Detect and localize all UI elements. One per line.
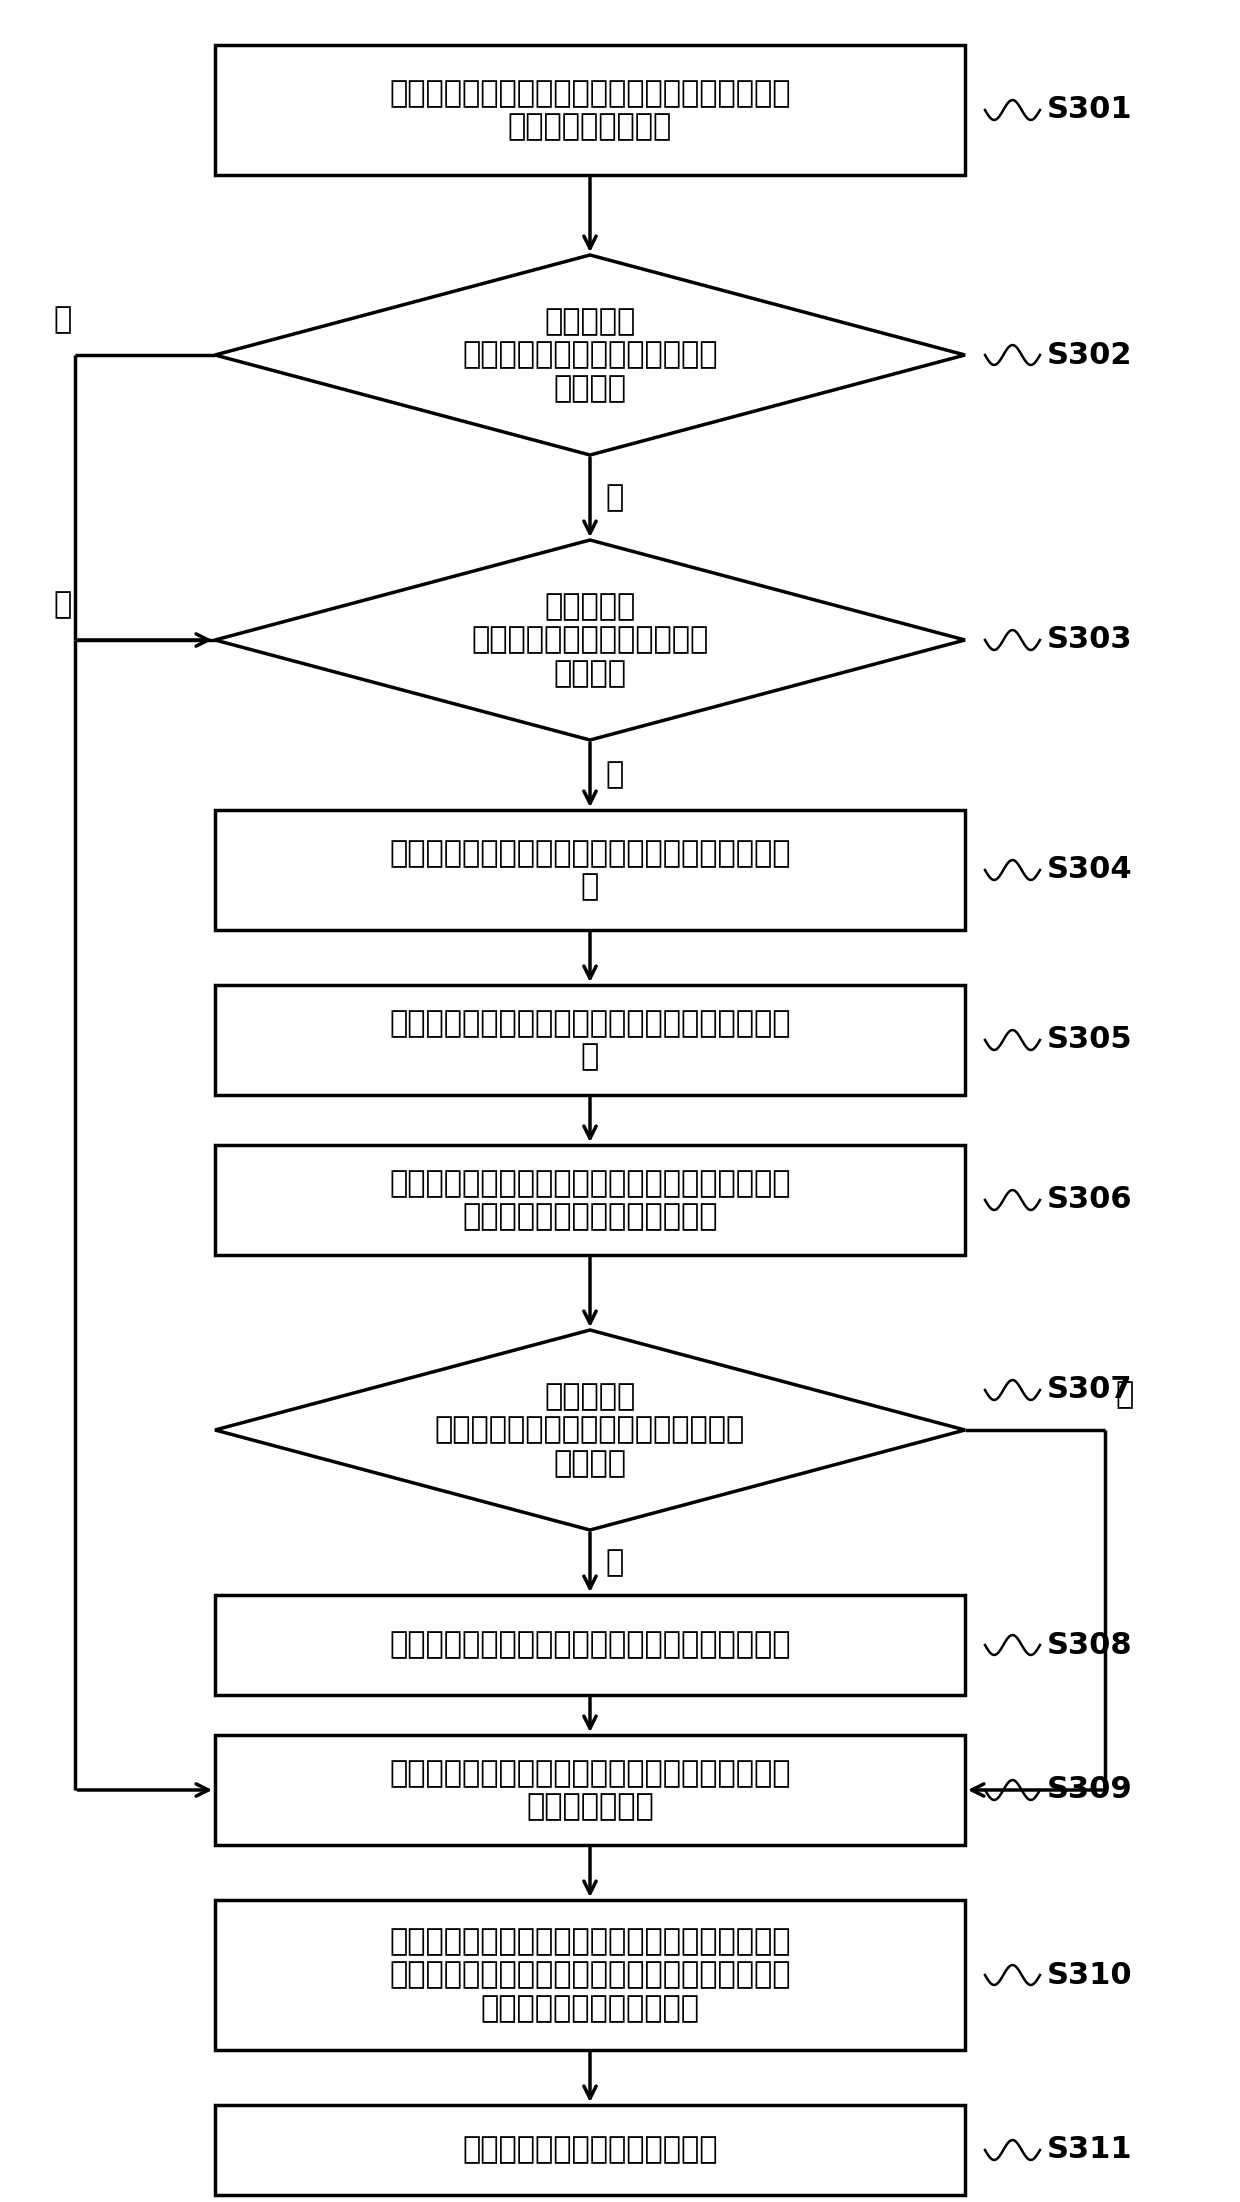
Text: 对第一灯管图像进行分析，以获得获取对红外卤素
灯进行开腔检测的第一检测结果: 对第一灯管图像进行分析，以获得获取对红外卤素 灯进行开腔检测的第一检测结果: [389, 1169, 791, 1231]
Polygon shape: [215, 539, 965, 740]
Text: S311: S311: [1047, 2136, 1132, 2165]
Text: S306: S306: [1047, 1185, 1132, 1216]
Polygon shape: [215, 255, 965, 456]
FancyBboxPatch shape: [215, 44, 965, 174]
Text: 是: 是: [605, 760, 624, 791]
Text: 在红外卤素灯处于加热状态时，获取红外卤素灯的
灯管功率和灯管阻抗: 在红外卤素灯处于加热状态时，获取红外卤素灯的 灯管功率和灯管阻抗: [389, 79, 791, 141]
Polygon shape: [215, 1330, 965, 1530]
FancyBboxPatch shape: [215, 1900, 965, 2050]
Text: 否: 否: [53, 306, 72, 335]
Text: S301: S301: [1047, 95, 1132, 126]
FancyBboxPatch shape: [215, 810, 965, 929]
Text: 是: 是: [605, 482, 624, 513]
Text: S308: S308: [1047, 1629, 1132, 1660]
Text: S303: S303: [1047, 625, 1132, 654]
Text: S304: S304: [1047, 857, 1132, 885]
Text: 发出第三预警信息，以提示对与灯管阻抗相关的指
定因素进行检测: 发出第三预警信息，以提示对与灯管阻抗相关的指 定因素进行检测: [389, 1759, 791, 1821]
FancyBboxPatch shape: [215, 1735, 965, 1845]
Text: 否: 否: [1115, 1381, 1133, 1409]
Text: 否: 否: [53, 590, 72, 619]
FancyBboxPatch shape: [215, 984, 965, 1094]
Text: 发出第一预警信息，以提示红外卤素灯具有损坏风
险: 发出第一预警信息，以提示红外卤素灯具有损坏风 险: [389, 839, 791, 901]
Text: 根据第一检
测结果，判断红外卤素灯是否符合预设
更换条件: 根据第一检 测结果，判断红外卤素灯是否符合预设 更换条件: [435, 1383, 745, 1478]
Text: 利用耐高温摄像装置摄取红外卤素灯的第一灯管图
像: 利用耐高温摄像装置摄取红外卤素灯的第一灯管图 像: [389, 1009, 791, 1072]
Text: 利用耐高温摄像装置摄取红外卤素灯的第二灯管图
像，并对第二灯管图像进行分析，以获得对指定因
素进行检测的第二检测结果: 利用耐高温摄像装置摄取红外卤素灯的第二灯管图 像，并对第二灯管图像进行分析，以获…: [389, 1927, 791, 2024]
Text: 确定红外卤素灯不具有损坏风险: 确定红外卤素灯不具有损坏风险: [463, 2136, 718, 2165]
Text: S305: S305: [1047, 1026, 1132, 1055]
Text: 判断红外卤
素灯的灯管功率是否位于预设功
率范围内: 判断红外卤 素灯的灯管功率是否位于预设功 率范围内: [463, 306, 718, 403]
Text: 判断红外卤
素灯的灯管阻抗是否低于预设
阻抗阈值: 判断红外卤 素灯的灯管阻抗是否低于预设 阻抗阈值: [471, 592, 708, 687]
Text: 是: 是: [605, 1548, 624, 1577]
Text: S302: S302: [1047, 341, 1132, 370]
Text: S310: S310: [1047, 1960, 1132, 1988]
FancyBboxPatch shape: [215, 1145, 965, 1255]
Text: S307: S307: [1047, 1376, 1132, 1405]
Text: 发出第二预警信息，以提示对红外卤素灯进行更换: 发出第二预警信息，以提示对红外卤素灯进行更换: [389, 1629, 791, 1660]
FancyBboxPatch shape: [215, 2105, 965, 2195]
FancyBboxPatch shape: [215, 1594, 965, 1696]
Text: S309: S309: [1047, 1775, 1133, 1803]
